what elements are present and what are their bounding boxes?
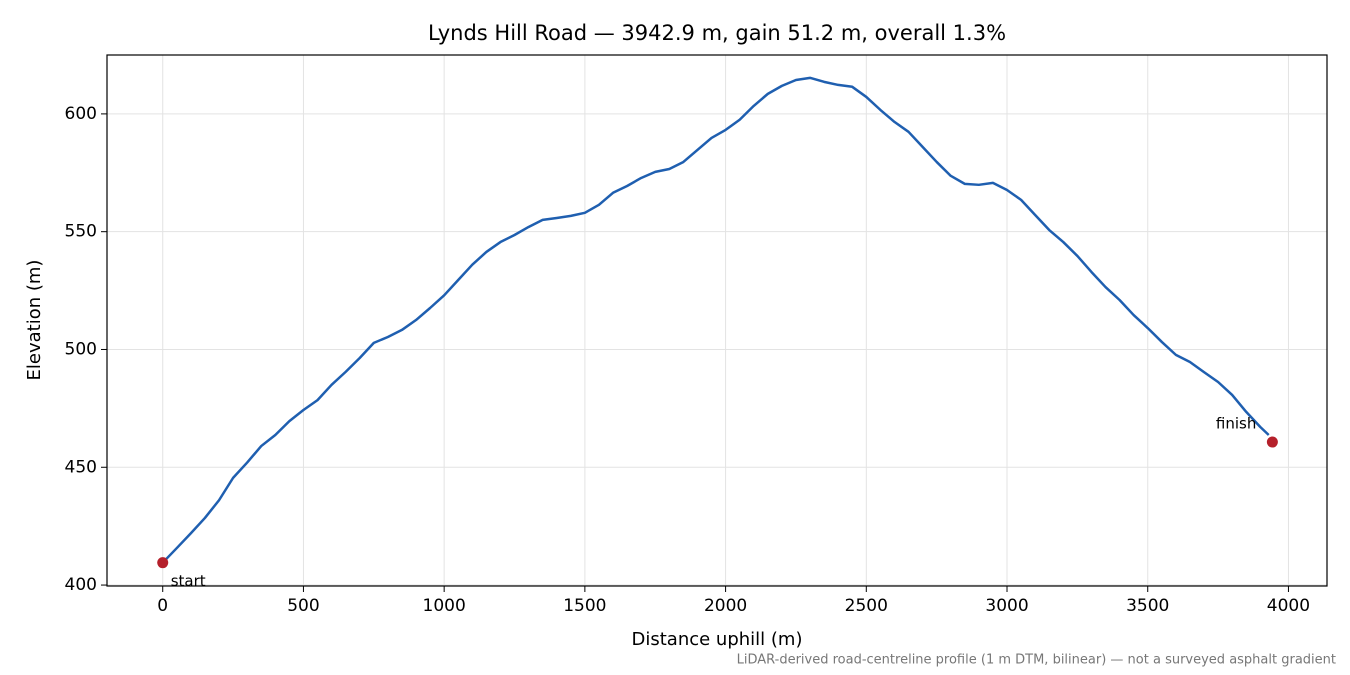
y-axis-label: Elevation (m)	[24, 260, 45, 381]
y-tick-label: 500	[65, 339, 97, 359]
y-tick-label: 400	[65, 575, 97, 595]
x-tick-label: 3000	[985, 596, 1028, 616]
y-tick-label: 450	[65, 457, 97, 477]
plot-frame	[106, 54, 1328, 587]
footnote: LiDAR-derived road-centreline profile (1…	[737, 653, 1336, 668]
endpoint-label: finish	[1216, 415, 1256, 433]
endpoint-marker	[157, 557, 169, 569]
endpoint-label: start	[171, 572, 206, 590]
x-tick-label: 4000	[1267, 596, 1310, 616]
elevation-line	[161, 76, 1270, 564]
x-tick-label: 3500	[1126, 596, 1169, 616]
x-tick-label: 2000	[704, 596, 747, 616]
x-axis-label: Distance uphill (m)	[632, 629, 803, 650]
y-tick-label: 550	[65, 222, 97, 242]
y-tick-label: 600	[65, 104, 97, 124]
x-tick-label: 1000	[423, 596, 466, 616]
x-tick-label: 0	[157, 596, 168, 616]
x-tick-label: 2500	[845, 596, 888, 616]
x-tick-label: 1500	[563, 596, 606, 616]
chart-title: Lynds Hill Road — 3942.9 m, gain 51.2 m,…	[428, 21, 1006, 45]
endpoint-marker	[1266, 436, 1278, 448]
x-tick-label: 500	[287, 596, 319, 616]
